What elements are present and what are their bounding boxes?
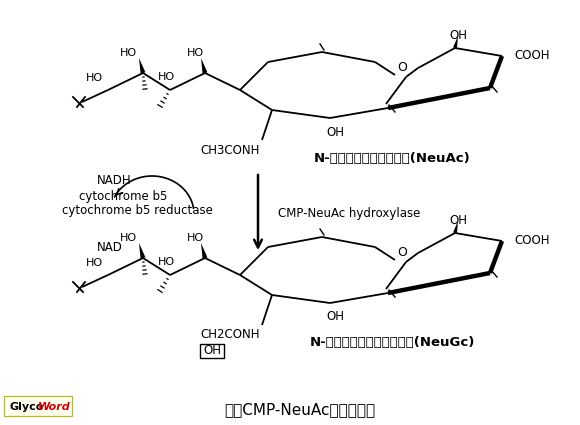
Text: OH: OH	[449, 213, 467, 227]
Text: OH: OH	[326, 311, 344, 323]
Text: N-グリコリルノイラミン酸(NeuGc): N-グリコリルノイラミン酸(NeuGc)	[309, 337, 474, 349]
Text: cytochrome b5 reductase: cytochrome b5 reductase	[62, 204, 213, 216]
Text: CMP-NeuAc hydroxylase: CMP-NeuAc hydroxylase	[278, 207, 420, 219]
Polygon shape	[201, 58, 208, 74]
Text: HO: HO	[119, 48, 136, 58]
Text: OH: OH	[203, 345, 221, 357]
Text: HO: HO	[157, 257, 175, 267]
Text: O: O	[397, 60, 407, 74]
FancyBboxPatch shape	[200, 344, 224, 358]
Text: cytochrome b5: cytochrome b5	[79, 190, 168, 202]
Text: OH: OH	[449, 28, 467, 42]
Text: 図　CMP-NeuAc水酸化反応: 図 CMP-NeuAc水酸化反応	[224, 402, 376, 417]
Text: NADH: NADH	[97, 173, 132, 187]
Polygon shape	[139, 58, 146, 74]
Text: HO: HO	[85, 73, 103, 83]
Text: HO: HO	[157, 72, 175, 82]
Text: HO: HO	[119, 233, 136, 243]
Text: HO: HO	[186, 233, 204, 243]
Text: COOH: COOH	[514, 48, 550, 62]
Polygon shape	[453, 221, 458, 233]
Text: COOH: COOH	[514, 233, 550, 246]
FancyBboxPatch shape	[4, 396, 72, 416]
Polygon shape	[139, 243, 146, 259]
Text: Glyco: Glyco	[9, 402, 44, 412]
Polygon shape	[453, 36, 458, 48]
Text: Word: Word	[38, 402, 71, 412]
Text: CH3CONH: CH3CONH	[200, 144, 260, 156]
Text: OH: OH	[326, 125, 344, 139]
Polygon shape	[201, 243, 208, 259]
Text: N-アセチルノイラミン酸(NeuAc): N-アセチルノイラミン酸(NeuAc)	[314, 151, 470, 164]
Text: O: O	[397, 246, 407, 258]
Text: HO: HO	[85, 258, 103, 268]
Text: HO: HO	[186, 48, 204, 58]
Text: NAD: NAD	[97, 241, 123, 253]
Text: CH2CONH: CH2CONH	[200, 329, 260, 342]
